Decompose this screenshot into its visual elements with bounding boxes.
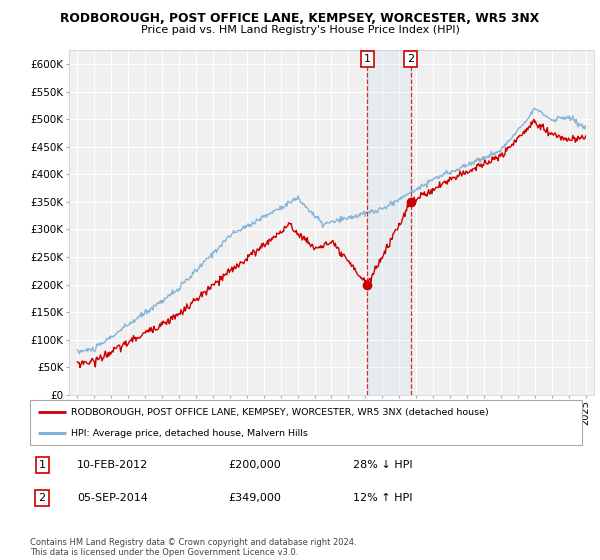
Text: £349,000: £349,000	[229, 493, 281, 503]
Text: 05-SEP-2014: 05-SEP-2014	[77, 493, 148, 503]
Text: RODBOROUGH, POST OFFICE LANE, KEMPSEY, WORCESTER, WR5 3NX: RODBOROUGH, POST OFFICE LANE, KEMPSEY, W…	[61, 12, 539, 25]
Text: 1: 1	[38, 460, 46, 470]
Text: HPI: Average price, detached house, Malvern Hills: HPI: Average price, detached house, Malv…	[71, 428, 308, 437]
Text: 10-FEB-2012: 10-FEB-2012	[77, 460, 148, 470]
Text: Price paid vs. HM Land Registry's House Price Index (HPI): Price paid vs. HM Land Registry's House …	[140, 25, 460, 35]
Text: Contains HM Land Registry data © Crown copyright and database right 2024.
This d: Contains HM Land Registry data © Crown c…	[30, 538, 356, 557]
Text: RODBOROUGH, POST OFFICE LANE, KEMPSEY, WORCESTER, WR5 3NX (detached house): RODBOROUGH, POST OFFICE LANE, KEMPSEY, W…	[71, 408, 489, 417]
Text: 28% ↓ HPI: 28% ↓ HPI	[353, 460, 413, 470]
Text: 2: 2	[407, 54, 414, 64]
FancyBboxPatch shape	[30, 400, 582, 445]
Bar	[367, 50, 410, 395]
Text: £200,000: £200,000	[229, 460, 281, 470]
Text: 2: 2	[38, 493, 46, 503]
Text: 1: 1	[364, 54, 371, 64]
Text: 12% ↑ HPI: 12% ↑ HPI	[353, 493, 412, 503]
